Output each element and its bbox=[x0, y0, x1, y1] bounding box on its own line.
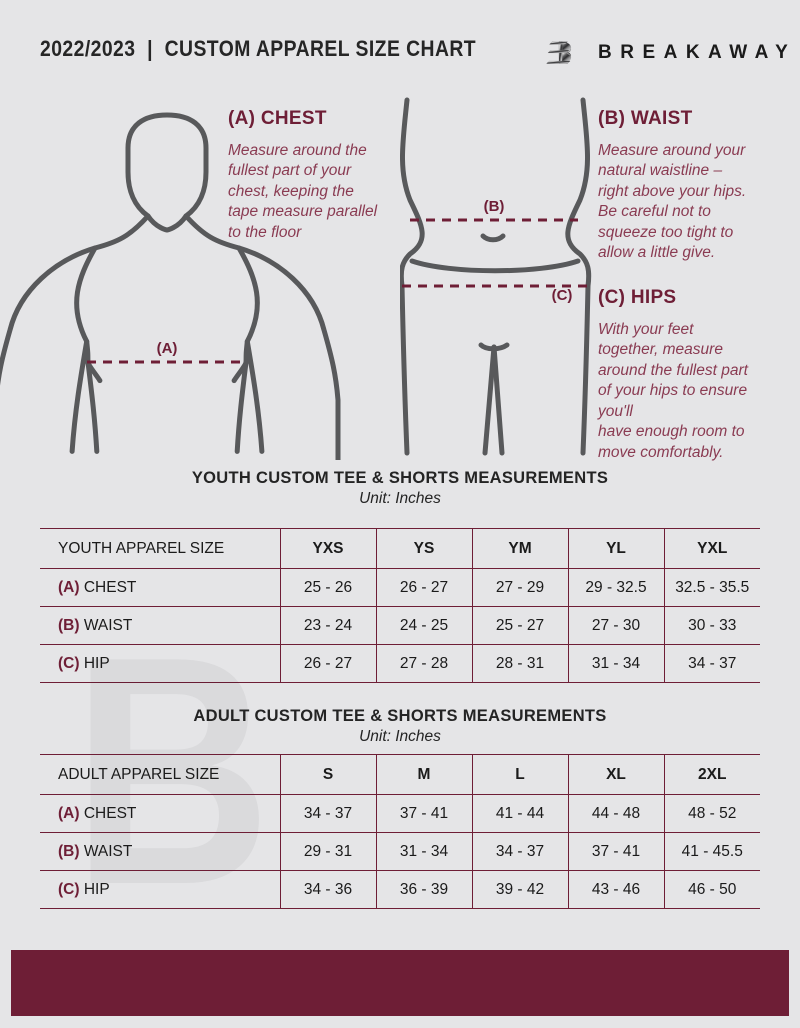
svg-text:(C): (C) bbox=[552, 287, 573, 304]
svg-text:(A): (A) bbox=[157, 340, 178, 357]
